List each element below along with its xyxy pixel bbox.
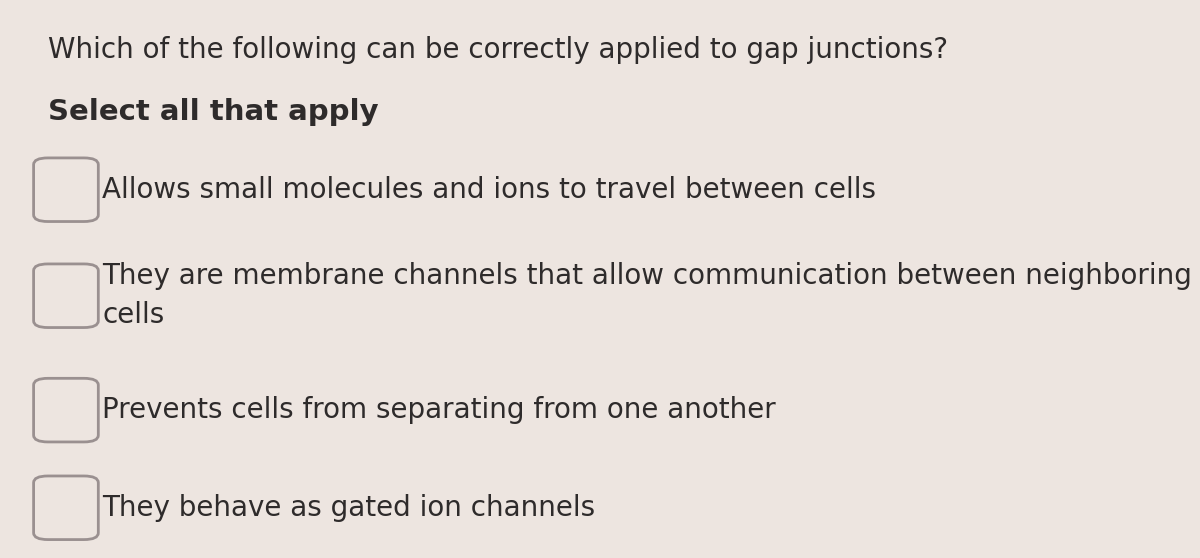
Text: Allows small molecules and ions to travel between cells: Allows small molecules and ions to trave… [102,176,876,204]
FancyBboxPatch shape [34,264,98,328]
Text: Select all that apply: Select all that apply [48,98,379,126]
Text: Which of the following can be correctly applied to gap junctions?: Which of the following can be correctly … [48,36,948,64]
FancyBboxPatch shape [34,476,98,540]
FancyBboxPatch shape [34,378,98,442]
Text: Prevents cells from separating from one another: Prevents cells from separating from one … [102,396,775,424]
Text: They are membrane channels that allow communication between neighboring
cells: They are membrane channels that allow co… [102,262,1192,329]
FancyBboxPatch shape [34,158,98,222]
Text: They behave as gated ion channels: They behave as gated ion channels [102,494,595,522]
